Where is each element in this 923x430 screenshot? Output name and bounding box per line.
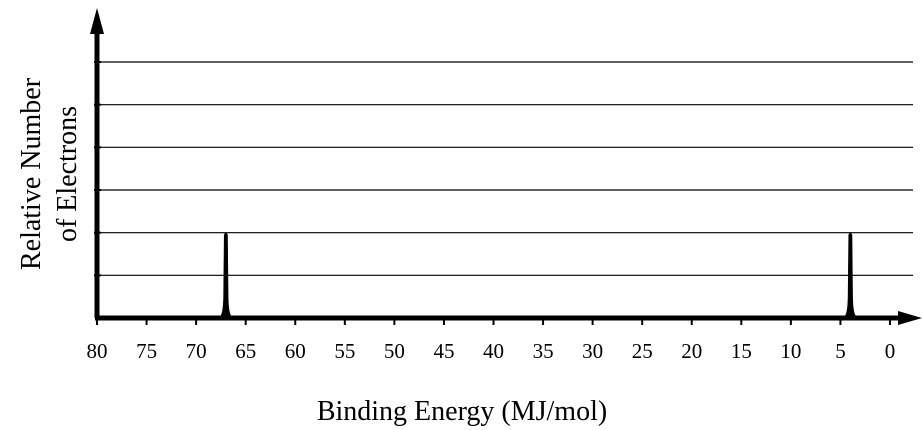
x-tick-label-70: 70 — [186, 339, 207, 363]
x-axis-title: Binding Energy (MJ/mol) — [317, 396, 607, 427]
x-tick-labels: 80 75 70 65 60 55 50 45 40 35 30 25 20 15 10 5 0 — [87, 339, 896, 363]
x-tick-label-60: 60 — [285, 339, 306, 363]
x-axis-arrow — [898, 311, 922, 325]
x-tick-label-10: 10 — [780, 339, 801, 363]
x-tick-marks — [96, 316, 891, 325]
x-tick-label-65: 65 — [235, 339, 256, 363]
y-axis-title-line-1: Relative Number — [16, 77, 47, 270]
axes — [90, 8, 922, 325]
x-tick-label-0: 0 — [885, 339, 896, 363]
peak-1 — [218, 232, 234, 319]
x-tick-label-45: 45 — [433, 339, 454, 363]
peak-2 — [843, 232, 858, 319]
x-tick-label-50: 50 — [384, 339, 405, 363]
x-tick-label-40: 40 — [483, 339, 504, 363]
x-tick-label-25: 25 — [632, 339, 653, 363]
gridlines — [94, 61, 913, 277]
x-tick-label-35: 35 — [533, 339, 554, 363]
x-tick-label-80: 80 — [87, 339, 108, 363]
x-tick-label-75: 75 — [136, 339, 157, 363]
x-tick-label-55: 55 — [334, 339, 355, 363]
x-tick-label-15: 15 — [731, 339, 752, 363]
y-axis-title-line-2: of Electrons — [52, 106, 83, 242]
y-axis-title: Relative Number of Electrons — [16, 77, 83, 270]
y-axis-arrow — [90, 8, 104, 34]
x-tick-label-30: 30 — [582, 339, 603, 363]
peaks — [218, 232, 858, 319]
x-tick-label-20: 20 — [681, 339, 702, 363]
x-tick-label-5: 5 — [835, 339, 846, 363]
